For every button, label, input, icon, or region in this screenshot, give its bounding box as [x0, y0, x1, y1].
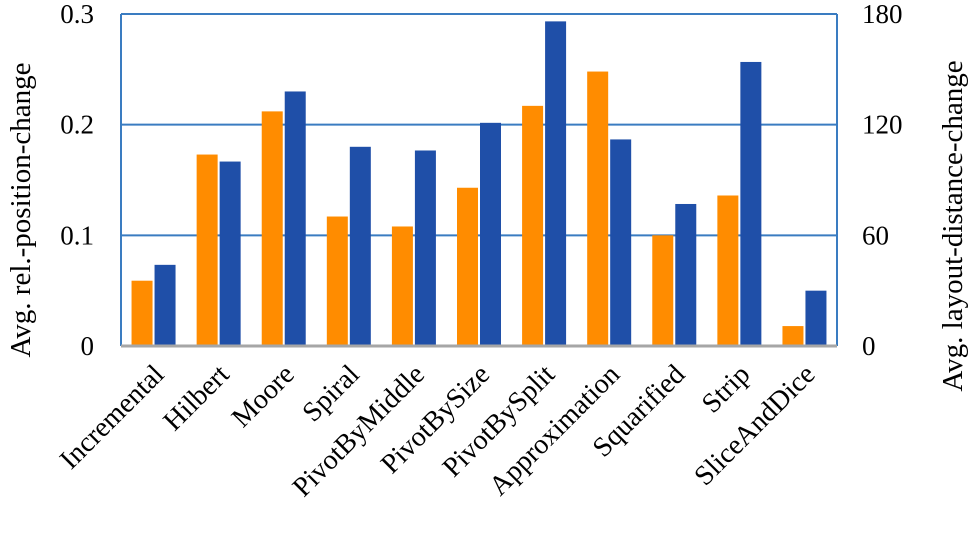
bar-right-series: [805, 290, 827, 346]
bars: [131, 21, 827, 347]
category-label: Moore: [226, 359, 301, 434]
category-label: Incremental: [54, 359, 171, 476]
bar-left-series: [782, 326, 804, 346]
left-tick-label: 0: [81, 331, 95, 361]
left-axis-title: Avg. rel.-position-change: [5, 62, 37, 357]
left-tick-label: 0.1: [60, 220, 94, 250]
bar-right-series: [349, 146, 371, 346]
bar-left-series: [326, 216, 348, 346]
bar-right-series: [480, 122, 501, 346]
bar-left-series: [522, 105, 544, 346]
right-tick-label: 0: [862, 331, 876, 361]
bar-right-series: [154, 264, 176, 346]
category-label: Hilbert: [158, 359, 236, 437]
right-tick-label: 180: [862, 0, 903, 29]
bar-right-series: [219, 161, 241, 346]
right-tick-label: 120: [862, 110, 903, 140]
bar-right-series: [414, 150, 436, 346]
left-tick-label: 0.3: [60, 0, 94, 29]
bar-right-series: [740, 61, 762, 346]
right-tick-label: 60: [862, 220, 889, 250]
bar-left-series: [587, 71, 609, 347]
bar-left-series: [652, 235, 674, 346]
bar-left-series: [457, 187, 478, 346]
left-axis-ticks: 0 0.1 0.2 0.3: [60, 0, 94, 361]
left-tick-label: 0.2: [60, 110, 94, 140]
bar-left-series: [261, 111, 283, 347]
bar-right-series: [675, 203, 697, 346]
category-label: SliceAndDice: [688, 359, 821, 492]
bar-left-series: [391, 226, 413, 346]
right-axis-title: Avg. layout-distance-change: [937, 60, 969, 391]
bar-right-series: [545, 21, 567, 346]
right-axis-ticks: 0 60 120 180: [862, 0, 903, 361]
bar-left-series: [196, 154, 218, 346]
bar-left-series: [131, 280, 153, 346]
bar-left-series: [717, 195, 739, 346]
bar-right-series: [284, 91, 306, 346]
plot-frame: [120, 13, 838, 348]
category-labels: IncrementalHilbertMooreSpiralPivotByMidd…: [54, 359, 821, 503]
bar-right-series: [610, 139, 632, 346]
